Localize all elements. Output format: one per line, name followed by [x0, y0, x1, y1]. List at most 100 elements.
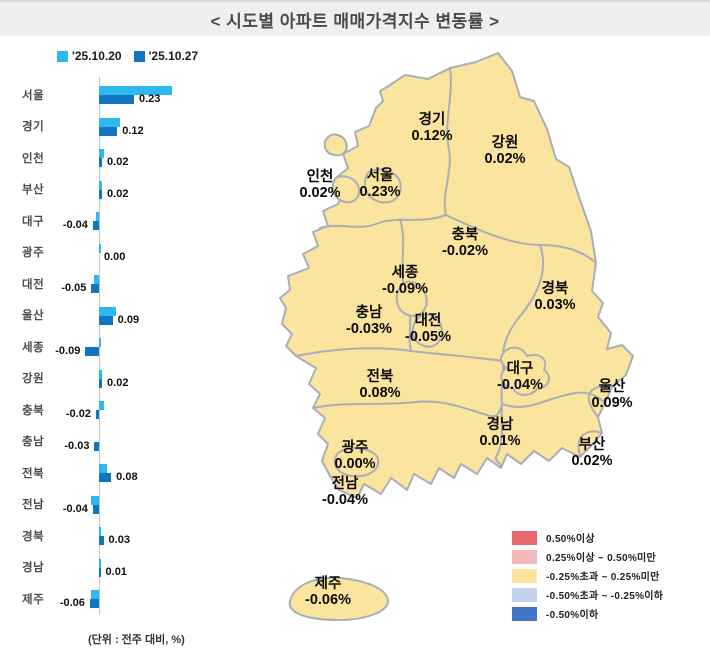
map-legend-label: -0.25%초과 ~ 0.25%미만 [546, 572, 660, 583]
map-label-전북: 전북 0.08% [325, 369, 435, 401]
map-region-value: 0.12% [411, 128, 453, 144]
bar-value-label: 0.08 [116, 471, 138, 483]
bar-2025-10-20 [99, 369, 103, 379]
bar-row: 인천 0.02 [20, 142, 240, 174]
bar-rows: 서울 0.23 경기 0.12 인천 0.02 부산 0.02 대구 -0.04 광주 0.00 대전 -… [20, 79, 240, 615]
bar-value-label: -0.09 [55, 345, 81, 357]
bar-2025-10-27 [92, 504, 99, 514]
bar-value-label: 0.02 [107, 156, 129, 168]
bar-category-label: 서울 [22, 89, 45, 102]
bar-category-label: 강원 [22, 373, 45, 386]
map-region-value: 0.09% [591, 395, 633, 411]
map-region-value: -0.06% [305, 592, 351, 608]
unit-footnote: (단위 : 전주 대비, %) [88, 634, 185, 646]
bar-row: 전남 -0.04 [20, 489, 240, 521]
bar-2025-10-20 [99, 180, 103, 190]
map-label-충남: 충남 -0.03% [314, 305, 424, 337]
map-region-name: 대전 [414, 313, 442, 329]
bar-2025-10-20 [99, 243, 101, 253]
map-label-울산: 울산 0.09% [557, 379, 667, 411]
map-label-서울: 서울 0.23% [325, 168, 435, 200]
map-color-legend: 0.50%이상 0.25%이상 ~ 0.50%미만 -0.25%초과 ~ 0.25%… [512, 528, 663, 623]
map-region-name: 경기 [418, 112, 446, 128]
bar-row: 부산 0.02 [20, 174, 240, 206]
bar-value-label: 0.00 [104, 250, 126, 263]
bar-value-label: -0.06 [59, 597, 85, 609]
bar-2025-10-27 [99, 189, 103, 199]
bar-value-label: -0.04 [62, 502, 88, 515]
region-daejeon-shape [411, 313, 443, 348]
bar-category-label: 세종 [22, 341, 45, 354]
map-region-name: 울산 [598, 379, 626, 395]
series-swatch-light [57, 50, 68, 62]
series-legend-item: '25.10.20 [57, 49, 122, 63]
bar-2025-10-27 [92, 221, 99, 230]
bar-category-label: 인천 [22, 152, 45, 165]
map-label-대구: 대구 -0.04% [465, 361, 575, 393]
map-region-value: 0.02% [484, 151, 526, 167]
map-legend-swatch [512, 549, 537, 564]
map-legend-swatch [512, 606, 537, 621]
map-label-강원: 강원 0.02% [450, 135, 560, 167]
bar-value-label: 0.03 [108, 534, 130, 546]
map-legend-label: -0.50%초과 ~ -0.25%이하 [546, 591, 664, 602]
map-label-경남: 경남 0.01% [445, 417, 555, 449]
bar-row: 전북 0.08 [20, 457, 240, 489]
map-region-value: 0.02% [299, 185, 341, 201]
map-legend-swatch [512, 568, 537, 583]
bar-2025-10-20 [99, 558, 101, 568]
metro-areas [288, 133, 550, 621]
map-region-name: 인천 [306, 169, 334, 185]
island-jeju-shape [288, 576, 389, 621]
bar-2025-10-27 [89, 599, 99, 608]
series-legend-label: '25.10.27 [148, 49, 199, 63]
map-region-value: 0.23% [359, 184, 401, 200]
bar-2025-10-20 [99, 117, 121, 127]
map-label-부산: 부산 0.02% [537, 437, 647, 469]
series-legend-item: '25.10.27 [133, 49, 199, 63]
map-region-name: 제주 [314, 576, 342, 592]
bar-2025-10-20 [95, 212, 99, 221]
bar-category-label: 대구 [22, 215, 45, 228]
bar-2025-10-20 [99, 338, 101, 347]
bar-2025-10-27 [99, 158, 103, 167]
map-region-value: 0.00% [334, 456, 376, 472]
bar-value-label: 0.01 [105, 565, 127, 578]
bar-row: 강원 0.02 [20, 363, 240, 395]
map-region-name: 충남 [355, 305, 383, 321]
bar-row: 충북 -0.02 [20, 394, 240, 426]
korea-map: 경기 0.12% 강원 0.02% 인천 0.02% 서울 0.23% 충북 -0.02% 세종 -0… [250, 45, 710, 645]
map-region-value: -0.09% [382, 281, 428, 297]
map-region-name: 광주 [341, 440, 369, 456]
bar-2025-10-27 [99, 315, 113, 325]
bar-2025-10-27 [99, 95, 134, 104]
bar-category-label: 경남 [22, 562, 45, 575]
map-region-name: 충북 [451, 227, 479, 243]
bar-row: 충남 -0.03 [20, 426, 240, 458]
bar-value-label: -0.03 [64, 439, 90, 452]
region-incheon-shape [331, 175, 361, 204]
bar-row: 광주 0.00 [20, 237, 240, 269]
map-label-전남: 전남 -0.04% [290, 476, 400, 508]
bar-chart: 서울 0.23 경기 0.12 인천 0.02 부산 0.02 대구 -0.04 광주 0.00 대전 -… [20, 77, 240, 615]
bar-2025-10-27 [99, 378, 103, 388]
bar-2025-10-27 [85, 347, 99, 356]
map-label-대전: 대전 -0.05% [373, 313, 483, 345]
bar-row: 경기 0.12 [20, 111, 240, 143]
map-legend-row: -0.50%이하 [512, 604, 663, 623]
region-daegu-shape [499, 346, 550, 396]
bar-category-label: 광주 [22, 247, 45, 260]
map-legend-swatch [512, 587, 537, 602]
map-label-충북: 충북 -0.02% [410, 227, 520, 259]
bar-value-label: 0.02 [107, 187, 129, 200]
bar-2025-10-20 [91, 495, 99, 505]
bar-category-label: 대전 [22, 278, 45, 291]
bar-value-label: -0.04 [62, 219, 88, 231]
bar-row: 세종 -0.09 [20, 331, 240, 363]
map-region-value: -0.05% [405, 329, 451, 345]
map-legend-swatch [512, 530, 537, 545]
bar-value-label: -0.05 [61, 282, 87, 294]
province-borders [295, 67, 613, 467]
map-legend-row: 0.25%이상 ~ 0.50%미만 [512, 547, 663, 566]
map-region-value: 0.08% [359, 385, 401, 401]
